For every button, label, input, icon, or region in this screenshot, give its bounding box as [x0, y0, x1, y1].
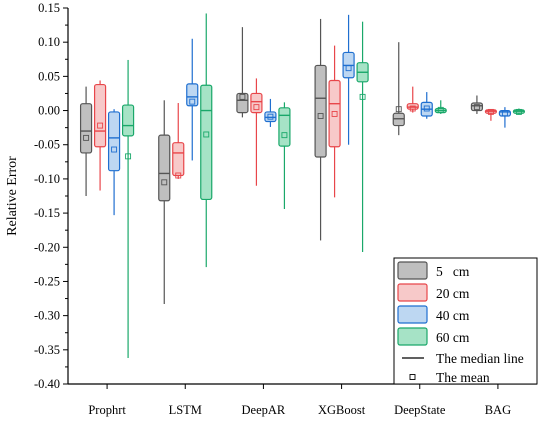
legend-label: 5 cm	[436, 264, 470, 279]
legend-mean-sample	[409, 374, 416, 380]
y-tick-label: 0.15	[38, 1, 60, 15]
box-body	[93, 83, 107, 148]
box-lstm-3	[186, 38, 199, 161]
mean-marker	[395, 106, 402, 113]
box-body	[79, 103, 93, 154]
mean-marker	[111, 146, 118, 153]
mean-marker	[317, 113, 324, 119]
x-tick-label: BAG	[485, 403, 511, 417]
legend-mean-label: The mean	[436, 370, 490, 385]
y-tick-label: 0.10	[38, 35, 60, 49]
legend-swatch	[397, 283, 428, 302]
box-lstm-4	[200, 13, 213, 268]
x-tick-label: XGBoost	[318, 403, 366, 417]
box-deepstate-3	[420, 92, 433, 119]
mean-marker	[97, 122, 104, 129]
mean-marker	[345, 65, 352, 72]
mean-marker	[267, 113, 274, 120]
y-tick-label: -0.35	[34, 343, 60, 357]
y-tick-label: -0.40	[34, 377, 60, 391]
box-body	[314, 64, 327, 158]
box-xgboost-4	[356, 21, 369, 253]
mean-marker	[423, 105, 430, 112]
box-lstm-1	[158, 100, 171, 305]
box-body	[172, 142, 185, 177]
y-tick-label: -0.25	[34, 274, 60, 288]
mean-marker	[189, 98, 196, 105]
x-tick-label: Prophrt	[88, 403, 126, 417]
legend-label: 60 cm	[436, 330, 470, 345]
box-bag-4	[512, 108, 526, 115]
box-body	[121, 104, 135, 137]
mean-marker	[515, 108, 522, 115]
mean-marker	[83, 134, 90, 141]
y-tick-label: 0.05	[38, 69, 60, 83]
box-deepar-3	[264, 98, 277, 127]
box-bag-1	[470, 95, 484, 114]
box-body	[278, 107, 291, 147]
mean-marker	[437, 106, 444, 113]
legend-median-label: The median line	[436, 351, 524, 366]
box-body	[236, 92, 249, 114]
y-tick-label: -0.05	[34, 138, 60, 152]
box-body	[328, 79, 341, 148]
box-body	[158, 134, 171, 202]
box-deepstate-2	[406, 86, 419, 113]
box-bag-2	[484, 108, 498, 121]
y-tick-label: -0.30	[34, 309, 60, 323]
box-deepar-1	[236, 27, 249, 118]
box-deepar-4	[278, 102, 291, 209]
mean-marker	[161, 179, 168, 186]
box-deepar-2	[250, 78, 263, 186]
x-tick-label: LSTM	[169, 403, 202, 417]
y-axis-title: Relative Error	[5, 156, 20, 236]
box-body	[186, 83, 199, 107]
box-prophrt-3	[107, 109, 121, 216]
box-bag-3	[498, 107, 512, 128]
legend-label: 40 cm	[436, 308, 470, 323]
x-tick-label: DeepState	[394, 403, 446, 417]
y-tick-label: -0.20	[34, 240, 60, 254]
box-deepstate-1	[392, 42, 405, 136]
mean-marker	[203, 131, 210, 138]
x-tick-label: DeepAR	[242, 403, 286, 417]
box-xgboost-2	[328, 45, 341, 198]
mean-marker	[473, 104, 480, 111]
y-tick-label: -0.15	[34, 206, 60, 220]
box-body	[107, 111, 121, 172]
box-xgboost-3	[342, 14, 355, 145]
mean-marker	[125, 153, 132, 160]
mean-marker	[501, 110, 508, 117]
box-xgboost-1	[314, 18, 327, 241]
y-tick-label: 0.00	[38, 104, 60, 118]
box-deepstate-4	[434, 100, 447, 114]
mean-marker	[487, 108, 494, 115]
mean-marker	[409, 105, 416, 112]
legend-swatch	[397, 305, 428, 324]
legend-swatch	[397, 327, 428, 346]
box-prophrt-2	[93, 80, 107, 191]
box-prophrt-4	[121, 59, 135, 359]
legend: 5 cm 20 cm 40 cm 60 cm The median line The me…	[393, 257, 538, 385]
legend-swatch	[397, 261, 428, 280]
box-body	[200, 84, 213, 201]
plot-area: 0.15 0.10 0.05 0.00 -0.05 -0.10 -0.15 -0.20 -0.2…	[34, 1, 537, 417]
mean-marker	[359, 93, 366, 100]
mean-marker	[175, 172, 182, 179]
box-prophrt-1	[79, 86, 93, 196]
mean-marker	[253, 104, 260, 111]
mean-marker	[331, 111, 338, 117]
y-tick-label: -0.10	[34, 172, 60, 186]
legend-label: 20 cm	[436, 286, 470, 301]
mean-marker	[281, 132, 288, 139]
mean-marker	[239, 93, 246, 100]
box-lstm-2	[172, 103, 185, 179]
